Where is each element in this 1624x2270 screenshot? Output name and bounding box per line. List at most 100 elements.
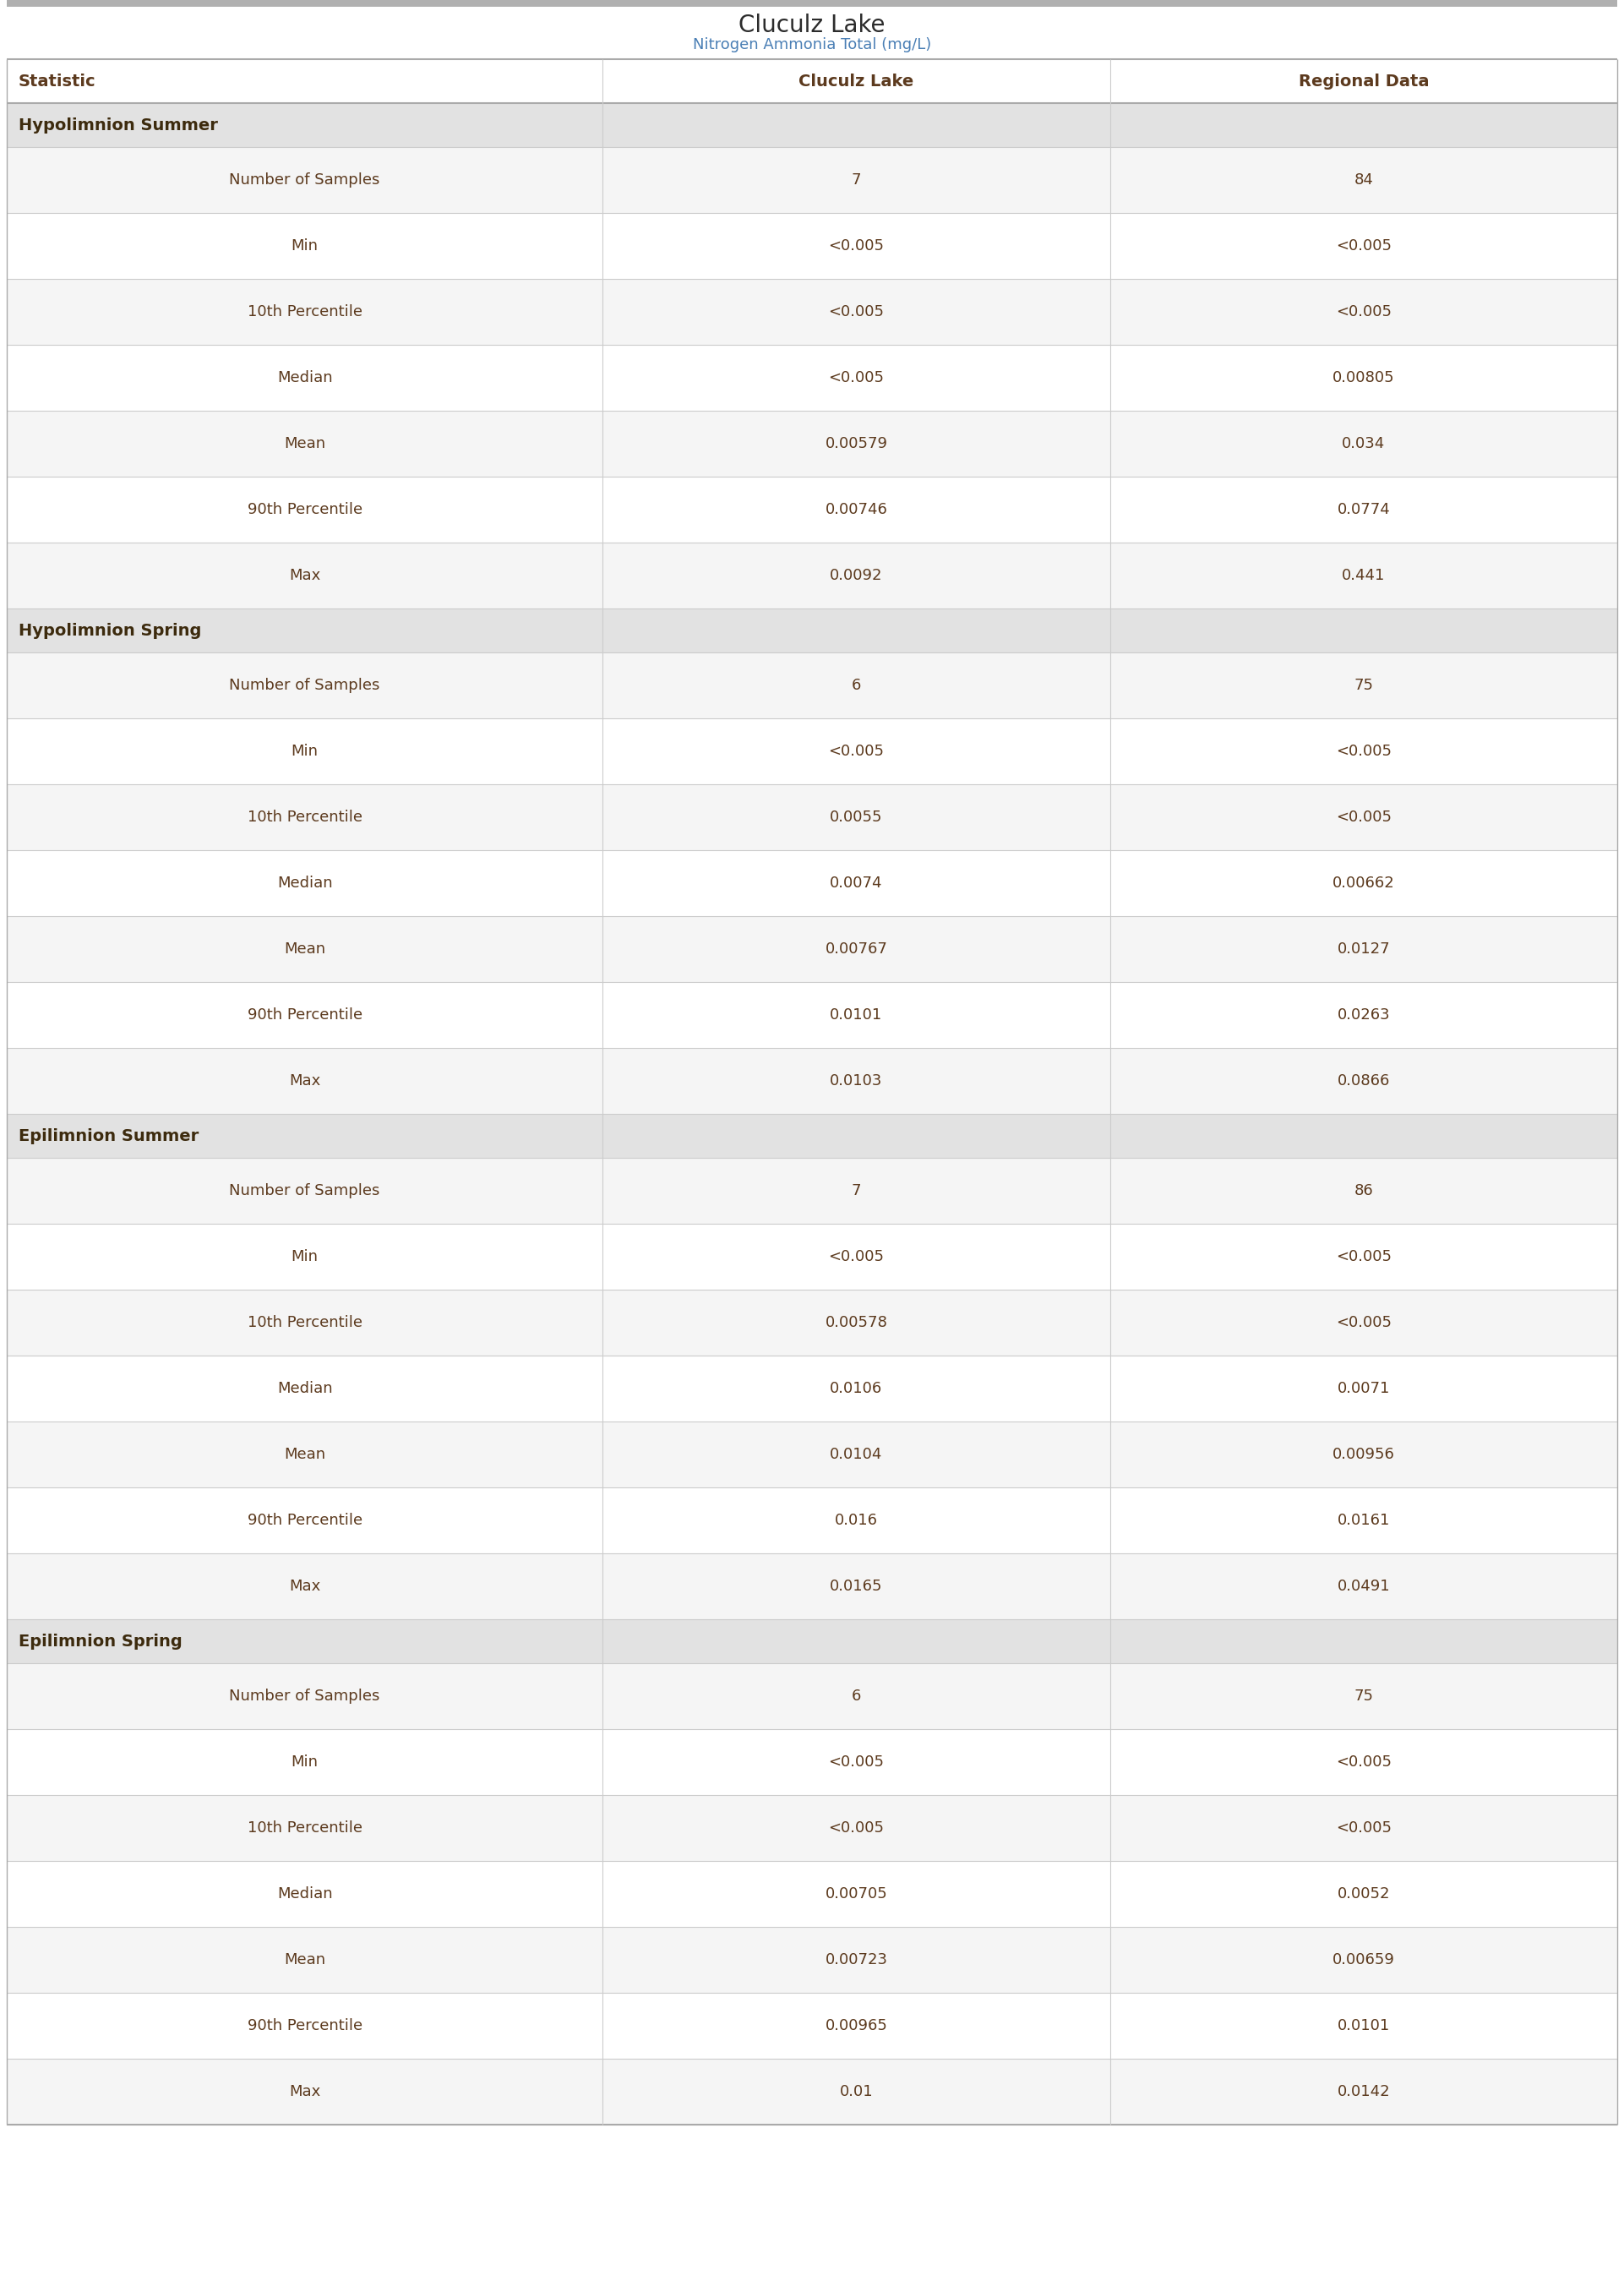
Bar — [6, 1158, 1618, 1224]
Text: 0.0263: 0.0263 — [1337, 1008, 1390, 1022]
Text: 6: 6 — [851, 1689, 861, 1705]
Text: Mean: Mean — [284, 942, 325, 956]
Text: 0.441: 0.441 — [1341, 568, 1385, 583]
Text: 0.00723: 0.00723 — [825, 1952, 888, 1968]
Text: 0.00805: 0.00805 — [1332, 370, 1395, 386]
Bar — [6, 1289, 1618, 1355]
Text: Epilimnion Spring: Epilimnion Spring — [18, 1632, 182, 1650]
Text: 0.0161: 0.0161 — [1337, 1512, 1390, 1528]
Bar — [6, 1619, 1618, 1664]
Text: 75: 75 — [1354, 679, 1374, 692]
Text: 90th Percentile: 90th Percentile — [247, 1008, 362, 1022]
Bar — [6, 102, 1618, 148]
Text: Median: Median — [278, 1886, 333, 1902]
Bar — [6, 717, 1618, 783]
Text: 0.00705: 0.00705 — [825, 1886, 887, 1902]
Text: Nitrogen Ammonia Total (mg/L): Nitrogen Ammonia Total (mg/L) — [693, 36, 931, 52]
Text: 0.00746: 0.00746 — [825, 502, 887, 518]
Bar — [6, 7, 1618, 59]
Bar — [6, 148, 1618, 213]
Text: 0.00956: 0.00956 — [1332, 1446, 1395, 1462]
Text: 10th Percentile: 10th Percentile — [247, 1821, 362, 1836]
Text: 0.0092: 0.0092 — [830, 568, 883, 583]
Text: 0.00965: 0.00965 — [825, 2018, 887, 2034]
Text: 0.0101: 0.0101 — [1337, 2018, 1390, 2034]
Bar — [6, 0, 1618, 7]
Text: 75: 75 — [1354, 1689, 1374, 1705]
Bar — [6, 1730, 1618, 1796]
Text: 0.0103: 0.0103 — [830, 1074, 882, 1090]
Bar — [6, 783, 1618, 851]
Text: <0.005: <0.005 — [1335, 810, 1392, 824]
Text: 6: 6 — [851, 679, 861, 692]
Bar — [6, 1861, 1618, 1927]
Text: <0.005: <0.005 — [828, 1755, 883, 1771]
Bar — [6, 2059, 1618, 2125]
Bar — [6, 1796, 1618, 1861]
Bar — [6, 1553, 1618, 1619]
Text: <0.005: <0.005 — [1335, 745, 1392, 758]
Text: 86: 86 — [1354, 1183, 1374, 1199]
Text: 0.0866: 0.0866 — [1337, 1074, 1390, 1090]
Text: <0.005: <0.005 — [828, 304, 883, 320]
Text: 0.00579: 0.00579 — [825, 436, 888, 452]
Bar — [6, 477, 1618, 543]
Bar — [6, 651, 1618, 717]
Text: Hypolimnion Summer: Hypolimnion Summer — [18, 118, 218, 134]
Text: 0.034: 0.034 — [1341, 436, 1385, 452]
Text: 0.00659: 0.00659 — [1332, 1952, 1395, 1968]
Text: 0.0052: 0.0052 — [1337, 1886, 1390, 1902]
Bar — [6, 1993, 1618, 2059]
Text: 90th Percentile: 90th Percentile — [247, 1512, 362, 1528]
Text: Max: Max — [289, 2084, 320, 2100]
Text: 0.0774: 0.0774 — [1337, 502, 1390, 518]
Bar — [6, 608, 1618, 651]
Text: <0.005: <0.005 — [1335, 1755, 1392, 1771]
Text: 0.016: 0.016 — [835, 1512, 879, 1528]
Text: 0.0055: 0.0055 — [830, 810, 883, 824]
Text: 84: 84 — [1354, 173, 1374, 188]
Text: 0.00767: 0.00767 — [825, 942, 887, 956]
Bar — [6, 411, 1618, 477]
Text: Min: Min — [291, 1249, 318, 1264]
Text: Max: Max — [289, 1578, 320, 1594]
Text: 90th Percentile: 90th Percentile — [247, 502, 362, 518]
Bar — [6, 213, 1618, 279]
Bar — [6, 1487, 1618, 1553]
Text: <0.005: <0.005 — [828, 1821, 883, 1836]
Text: Hypolimnion Spring: Hypolimnion Spring — [18, 622, 201, 638]
Text: <0.005: <0.005 — [1335, 238, 1392, 254]
Text: 0.0071: 0.0071 — [1337, 1380, 1390, 1396]
Text: 0.0106: 0.0106 — [830, 1380, 882, 1396]
Text: 0.0491: 0.0491 — [1337, 1578, 1390, 1594]
Text: 0.0104: 0.0104 — [830, 1446, 882, 1462]
Text: Median: Median — [278, 876, 333, 890]
Text: Statistic: Statistic — [18, 73, 96, 89]
Text: Mean: Mean — [284, 1446, 325, 1462]
Bar — [6, 59, 1618, 102]
Text: Mean: Mean — [284, 436, 325, 452]
Text: <0.005: <0.005 — [828, 745, 883, 758]
Text: <0.005: <0.005 — [1335, 304, 1392, 320]
Text: 90th Percentile: 90th Percentile — [247, 2018, 362, 2034]
Bar — [6, 851, 1618, 917]
Bar — [6, 1664, 1618, 1730]
Bar — [6, 345, 1618, 411]
Text: 0.00578: 0.00578 — [825, 1314, 887, 1330]
Text: 0.0101: 0.0101 — [830, 1008, 882, 1022]
Text: 0.0165: 0.0165 — [830, 1578, 883, 1594]
Text: 0.0074: 0.0074 — [830, 876, 883, 890]
Bar — [6, 917, 1618, 983]
Text: Min: Min — [291, 238, 318, 254]
Text: Max: Max — [289, 1074, 320, 1090]
Text: Median: Median — [278, 1380, 333, 1396]
Text: 10th Percentile: 10th Percentile — [247, 304, 362, 320]
Text: Median: Median — [278, 370, 333, 386]
Text: 0.0127: 0.0127 — [1337, 942, 1390, 956]
Text: Cluculz Lake: Cluculz Lake — [739, 14, 885, 36]
Text: Number of Samples: Number of Samples — [229, 1689, 380, 1705]
Bar — [6, 279, 1618, 345]
Text: Min: Min — [291, 745, 318, 758]
Text: 0.0142: 0.0142 — [1337, 2084, 1390, 2100]
Text: 0.00662: 0.00662 — [1332, 876, 1395, 890]
